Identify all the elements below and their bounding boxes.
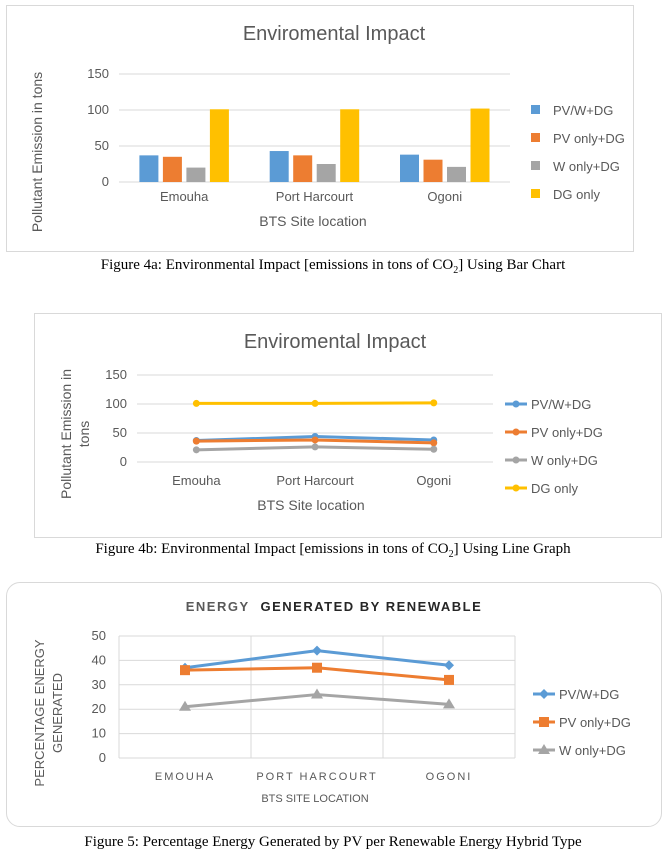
y-axis-label-line-1: Pollutant Emission in	[58, 369, 74, 499]
y-tick-label: 100	[87, 102, 109, 117]
legend-label: PV/W+DG	[531, 397, 591, 412]
x-axis-label: BTS SITE LOCATION	[261, 793, 368, 805]
y-axis-label-line-2: tons	[76, 421, 92, 447]
data-point	[311, 443, 319, 451]
legend-label: W only+DG	[559, 743, 626, 758]
bar	[139, 155, 159, 182]
data-point	[179, 700, 191, 711]
data-point	[192, 437, 200, 445]
x-tick-label: PORT HARCOURT	[256, 771, 377, 783]
bar	[423, 159, 443, 182]
bar-chart-panel: Enviromental Impact Pollutant Emission i…	[6, 5, 634, 252]
legend-swatch	[531, 189, 540, 198]
legend-label: PV only+DG	[531, 425, 603, 440]
chart-title: ENERGY GENERATED BY RENEWABLE	[186, 599, 483, 614]
y-axis-label-line-1: PERCENTAGE ENERGY	[32, 639, 47, 786]
legend-swatch	[531, 161, 540, 170]
legend-marker	[512, 400, 520, 408]
figure-5-caption: Figure 5: Percentage Energy Generated by…	[84, 834, 582, 850]
data-point	[192, 399, 200, 407]
y-axis-label: Pollutant Emission in tons	[29, 72, 45, 232]
data-point	[311, 688, 323, 699]
legend-label: DG only	[531, 481, 578, 496]
legend-label: PV/W+DG	[559, 687, 619, 702]
data-point	[444, 660, 454, 671]
bar	[400, 154, 419, 182]
y-tick-label: 0	[120, 454, 127, 469]
legend-label: DG only	[553, 187, 600, 202]
legend-marker	[538, 744, 550, 754]
y-tick-label: 0	[102, 174, 109, 189]
x-tick-label: Emouha	[172, 473, 221, 488]
legend-label: PV/W+DG	[553, 103, 613, 118]
data-point	[312, 662, 322, 673]
data-point	[430, 445, 438, 453]
figure-4b-caption: Figure 4b: Environmental Impact [emissio…	[95, 541, 571, 560]
x-tick-label: OGONI	[426, 771, 473, 783]
data-point	[311, 399, 319, 407]
x-axis-label: BTS Site location	[259, 213, 366, 229]
bar-chart: Enviromental Impact Pollutant Emission i…	[29, 23, 625, 232]
energy-line-chart: ENERGY GENERATED BY RENEWABLE PERCENTAGE…	[32, 599, 631, 805]
data-point	[430, 399, 438, 407]
y-tick-label: 40	[92, 652, 106, 667]
y-tick-label: 50	[113, 425, 127, 440]
legend-swatch	[531, 133, 540, 142]
y-axis-label-line-2: GENERATED	[50, 673, 65, 753]
x-tick-label: Emouha	[160, 189, 209, 204]
x-axis-label: BTS Site location	[257, 497, 364, 513]
legend-label: PV only+DG	[559, 715, 631, 730]
y-tick-label: 50	[92, 628, 106, 643]
bar	[447, 166, 466, 182]
data-point	[444, 674, 454, 685]
legend-label: PV only+DG	[553, 131, 625, 146]
data-point	[312, 645, 322, 656]
x-tick-label: EMOUHA	[155, 771, 215, 783]
energy-chart-panel: ENERGY GENERATED BY RENEWABLE PERCENTAGE…	[6, 582, 662, 827]
bar	[269, 151, 289, 182]
legend-marker	[512, 428, 520, 436]
legend-label: W only+DG	[531, 453, 598, 468]
y-tick-label: 150	[105, 367, 127, 382]
legend-label: W only+DG	[553, 159, 620, 174]
bar	[340, 109, 360, 182]
y-tick-label: 0	[99, 750, 106, 765]
y-tick-label: 30	[92, 677, 106, 692]
data-point	[192, 446, 200, 454]
bar	[316, 164, 336, 182]
line-chart: Enviromental Impact Pollutant Emission i…	[58, 331, 603, 513]
chart-title: Enviromental Impact	[243, 23, 426, 45]
legend-marker	[539, 717, 549, 727]
x-tick-label: Port Harcourt	[276, 473, 354, 488]
bar	[293, 155, 313, 182]
y-tick-label: 150	[87, 66, 109, 81]
legend-marker	[512, 456, 520, 464]
bar	[209, 109, 229, 182]
y-tick-label: 50	[95, 138, 109, 153]
chart-title: Enviromental Impact	[244, 331, 427, 353]
line-chart-panel: Enviromental Impact Pollutant Emission i…	[34, 313, 662, 538]
y-tick-label: 20	[92, 701, 106, 716]
data-point	[311, 436, 319, 444]
data-point	[430, 439, 438, 447]
bar	[186, 167, 206, 182]
chart-title-word-1: ENERGY	[186, 599, 250, 614]
data-point	[443, 698, 455, 709]
bar	[470, 108, 490, 182]
bar	[162, 156, 182, 182]
chart-title-rest: GENERATED BY RENEWABLE	[261, 599, 483, 614]
y-tick-label: 10	[92, 726, 106, 741]
figure-4a-caption: Figure 4a: Environmental Impact [emissio…	[100, 257, 566, 276]
legend-marker	[539, 689, 549, 699]
x-tick-label: Ogoni	[416, 473, 451, 488]
legend-marker	[512, 484, 520, 492]
y-tick-label: 100	[105, 396, 127, 411]
x-tick-label: Ogoni	[427, 189, 462, 204]
data-point	[180, 665, 190, 676]
x-tick-label: Port Harcourt	[276, 189, 354, 204]
legend-swatch	[531, 105, 540, 114]
